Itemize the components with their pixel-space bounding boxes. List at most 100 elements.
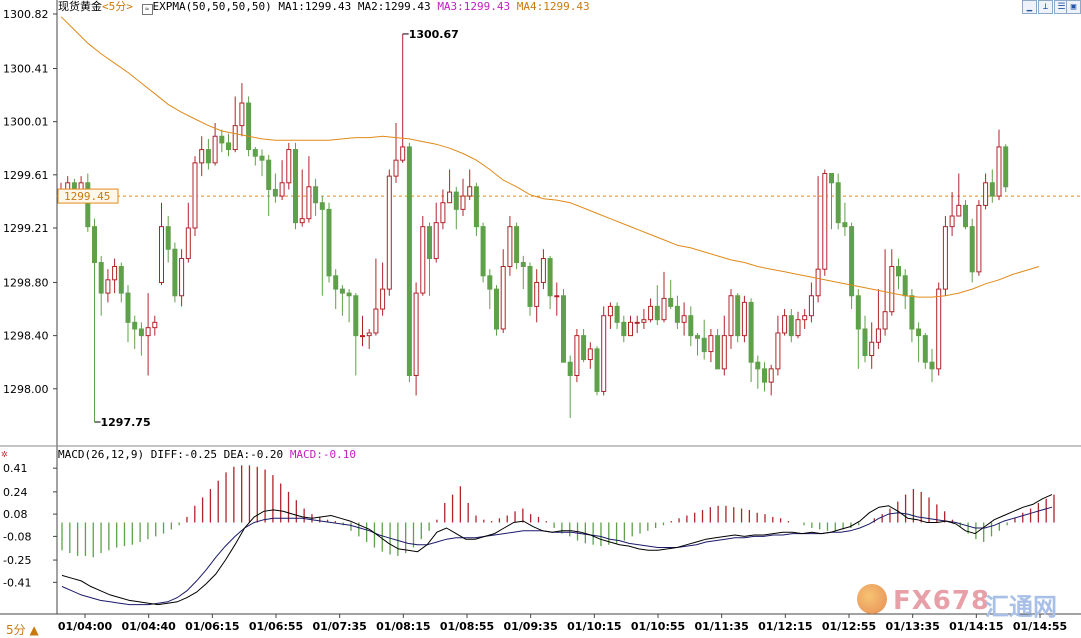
current-price-box [57,188,119,204]
macd-params[interactable]: MACD(26,12,9) [58,448,145,461]
candle-body [762,368,767,383]
minimize-icon[interactable]: ▁ [1022,0,1037,14]
candle-body [105,279,111,294]
x-tick-label: 01/11:35 [694,620,748,633]
macd-value: MACD:-0.10 [289,448,357,461]
candle-body [333,275,339,290]
candle-body [279,182,285,197]
candle-body [487,275,493,290]
candle-body [681,315,687,323]
chart-settings-icon[interactable]: ⊥ [1038,0,1053,14]
candle-body [286,149,292,184]
candle-body [219,135,225,144]
y-tick-label: 1300.41 [3,62,49,75]
candle-body [654,305,660,321]
close-icon[interactable]: ▣ [1066,0,1081,14]
candle-body [956,204,962,217]
macd-tick-label: -0.41 [3,576,31,589]
candle-body [306,186,312,220]
macd-tick-label: 0.24 [3,486,28,499]
period-switch[interactable]: 5分 ▲ [6,623,39,637]
candle-body [540,258,546,283]
candle-body [366,332,372,337]
candle-body [567,361,573,376]
ma-line [60,16,1040,298]
candle-body [802,315,808,321]
candle-body [963,204,968,228]
candle-body [969,226,975,273]
candle-body [835,182,841,224]
candle-body [634,321,640,324]
candle-body [339,288,345,294]
y-tick-label: 1298.80 [3,276,49,289]
candle-body [346,292,352,297]
indicator-name[interactable]: EXPMA(50,50,50,50) [152,0,272,13]
candle-body [226,142,231,151]
candle-body [889,266,895,313]
candle-body [614,305,620,323]
macd-tick-label: -0.08 [3,530,31,543]
candle-body [829,172,834,184]
candle-body [782,315,788,334]
diff-line [61,494,1053,606]
x-tick-label: 01/04:40 [121,620,176,633]
x-tick-label: 01/10:15 [567,620,621,633]
dea-value: DEA:-0.20 [223,448,284,461]
candle-body [500,266,506,330]
period-tag[interactable]: <5分> [102,0,133,13]
candle-body [815,268,821,297]
candle-body [936,288,942,370]
candle-body [98,262,104,294]
candle-body [862,328,868,357]
ma2-value: MA2:1299.43 [357,0,431,13]
candle-body [507,226,513,268]
x-tick-label: 01/08:15 [376,620,430,633]
macd-settings-icon[interactable]: ✲ [1,447,8,460]
candle-body [447,191,453,204]
candle-body [212,135,218,164]
candle-body [453,191,459,210]
candle-body [433,222,439,260]
macd-tick-label: -0.25 [3,554,31,567]
x-tick-label: 01/14:15 [949,620,1003,633]
candle-body [808,295,814,317]
candle-body [755,361,761,370]
x-tick-label: 01/09:35 [503,620,557,633]
ma3-value: MA3:1299.43 [437,0,511,13]
candle-body [252,149,258,157]
x-tick-label: 01/12:15 [758,620,812,633]
candle-body [875,328,881,343]
x-tick-label: 01/06:55 [249,620,303,633]
candle-body [708,335,714,353]
candle-body [413,292,419,376]
indicator-icon[interactable]: ≈ [141,4,153,15]
candle-body [313,186,319,204]
candle-body [996,146,1002,197]
price-annotation: 1300.67 [409,28,459,41]
candle-body [520,262,526,268]
candle-body [406,146,412,376]
macd-tick-label: 0.41 [3,462,28,475]
candle-body [788,315,794,337]
candle-body [748,301,754,363]
candle-body [869,341,875,357]
candle-body [581,335,587,361]
candle-body [942,226,948,290]
candle-body [601,315,607,392]
candle-body [400,146,406,161]
candle-body [112,266,118,281]
y-tick-label: 1299.21 [3,222,49,235]
candle-body [360,335,365,338]
candle-body [259,155,265,161]
candle-body [152,321,158,329]
candle-body [460,195,466,210]
candle-body [467,186,473,197]
candle-body [882,311,888,330]
diff-value: DIFF:-0.25 [150,448,217,461]
candle-body [205,149,211,164]
candle-body [319,202,325,210]
ma4-value: MA4:1299.43 [516,0,590,13]
candle-body [199,149,205,164]
watermark-cn: 汇通网 [985,593,1057,621]
candle-body [976,204,982,273]
